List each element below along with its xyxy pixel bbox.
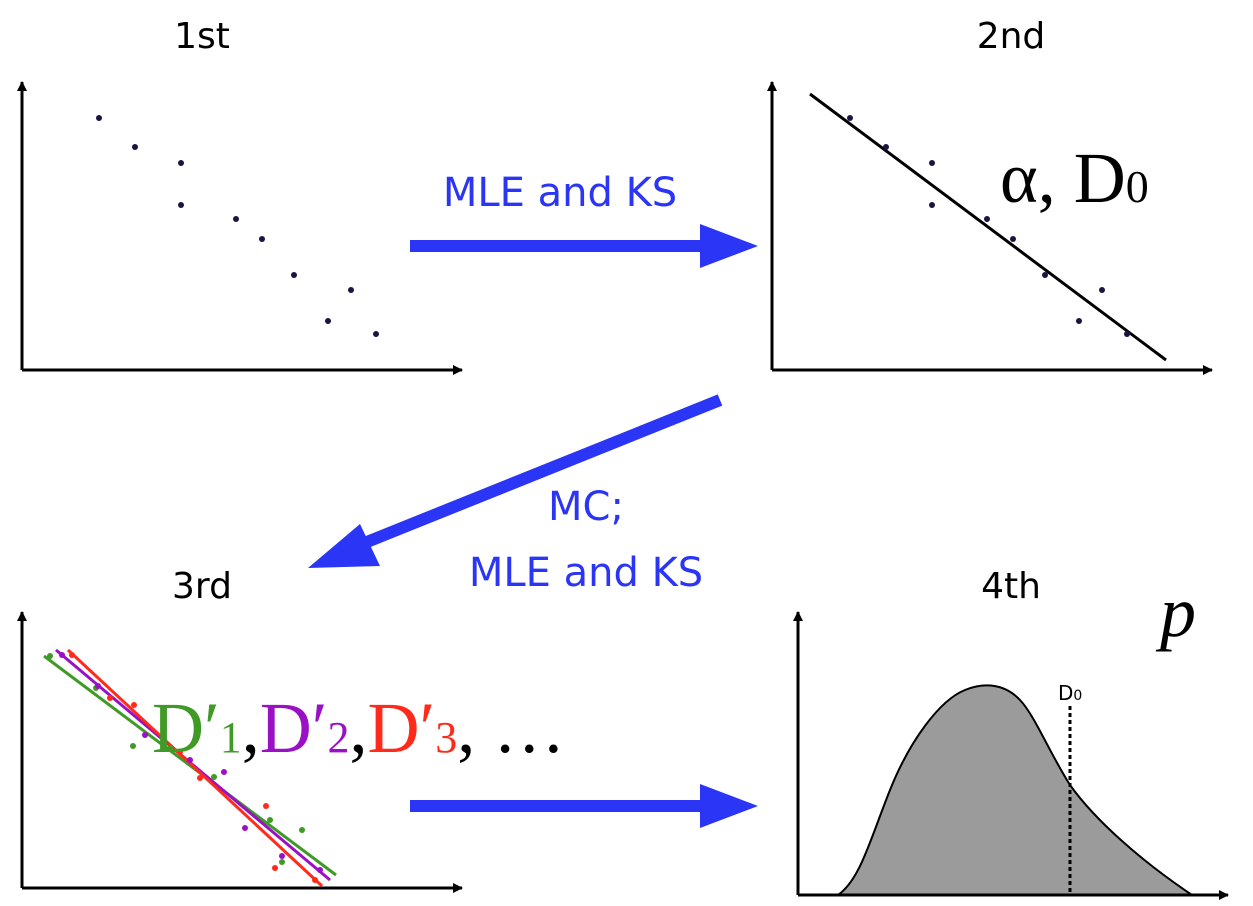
- scatter-point: [883, 144, 889, 150]
- scatter-point: [263, 803, 269, 809]
- scatter-point: [197, 775, 203, 781]
- scatter-point: [96, 115, 102, 121]
- fit-line-red: [66, 648, 324, 888]
- arrow-1st-to-2nd-head: [700, 224, 758, 268]
- panel-2nd-label: 2nd: [977, 16, 1046, 57]
- panel-1st-scatter: [96, 115, 379, 337]
- scatter-point: [279, 859, 285, 865]
- scatter-point: [1042, 272, 1048, 278]
- d0-marker-label: D0: [1058, 681, 1082, 705]
- panel-4th: 4th p D0: [793, 566, 1229, 900]
- scatter-point: [131, 702, 137, 708]
- scatter-point: [267, 817, 273, 823]
- stat-2: D′: [260, 688, 328, 768]
- panel-3rd-fits: [43, 648, 337, 888]
- scatter-point: [242, 825, 248, 831]
- panel-1st: 1st: [17, 16, 463, 375]
- arrow-2nd-to-3rd-head: [308, 524, 380, 568]
- scatter-point: [291, 272, 297, 278]
- scatter-point: [847, 115, 853, 121]
- p-value-symbol: p: [1155, 572, 1196, 652]
- arrow-2nd-to-3rd-line1: MC;: [548, 484, 624, 530]
- scatter-point: [132, 144, 138, 150]
- scatter-point: [130, 743, 136, 749]
- panel-2nd-fit-line: [809, 92, 1167, 362]
- arrow-1st-to-2nd: MLE and KS: [410, 170, 758, 268]
- scatter-point: [177, 749, 183, 755]
- scatter-point: [47, 653, 53, 659]
- scatter-point: [312, 877, 318, 883]
- scatter-point: [259, 236, 265, 242]
- arrow-3rd-to-4th-head: [700, 784, 758, 828]
- scatter-point: [1099, 287, 1105, 293]
- panel-2nd-scatter: [847, 115, 1130, 337]
- scatter-point: [373, 331, 379, 337]
- scatter-point: [272, 865, 278, 871]
- scatter-point: [69, 652, 75, 658]
- scatter-point: [211, 774, 217, 780]
- scatter-point: [1010, 236, 1016, 242]
- panel-3rd-stats: D′1,D′2,D′3, …: [152, 688, 565, 768]
- scatter-point: [107, 695, 113, 701]
- scatter-point: [317, 867, 323, 873]
- arrow-3rd-to-4th: [410, 784, 758, 828]
- panel-2nd: 2nd α, D0: [767, 16, 1213, 375]
- scatter-point: [929, 160, 935, 166]
- fit-line-green: [43, 654, 337, 877]
- scatter-point: [95, 683, 101, 689]
- panel-4th-label: 4th: [981, 566, 1041, 607]
- scatter-point: [984, 216, 990, 222]
- panel-1st-label: 1st: [174, 16, 230, 57]
- stat-3: D′: [368, 688, 436, 768]
- scatter-point: [1124, 331, 1130, 337]
- scatter-point: [59, 652, 65, 658]
- scatter-point: [929, 202, 935, 208]
- scatter-point: [178, 160, 184, 166]
- stat-1: D′: [152, 688, 220, 768]
- arrow-2nd-to-3rd-shaft: [349, 394, 723, 554]
- arrow-2nd-to-3rd-line2: MLE and KS: [469, 550, 703, 596]
- panel-2nd-params: α, D0: [1000, 138, 1149, 218]
- arrow-1st-to-2nd-label: MLE and KS: [443, 170, 677, 216]
- scatter-point: [178, 202, 184, 208]
- arrow-2nd-to-3rd: MC; MLE and KS: [308, 394, 723, 596]
- panel-3rd-label: 3rd: [172, 566, 232, 607]
- scatter-point: [167, 745, 173, 751]
- scatter-point: [187, 757, 193, 763]
- scatter-point: [221, 769, 227, 775]
- null-distribution-histogram: [834, 684, 1196, 896]
- panel-3rd: 3rd D′1,D′2,D′3, …: [17, 566, 565, 893]
- scatter-point: [299, 827, 305, 833]
- scatter-point: [233, 216, 239, 222]
- scatter-point: [348, 287, 354, 293]
- scatter-point: [142, 732, 148, 738]
- scatter-point: [279, 853, 285, 859]
- scatter-point: [325, 318, 331, 324]
- scatter-point: [1076, 318, 1082, 324]
